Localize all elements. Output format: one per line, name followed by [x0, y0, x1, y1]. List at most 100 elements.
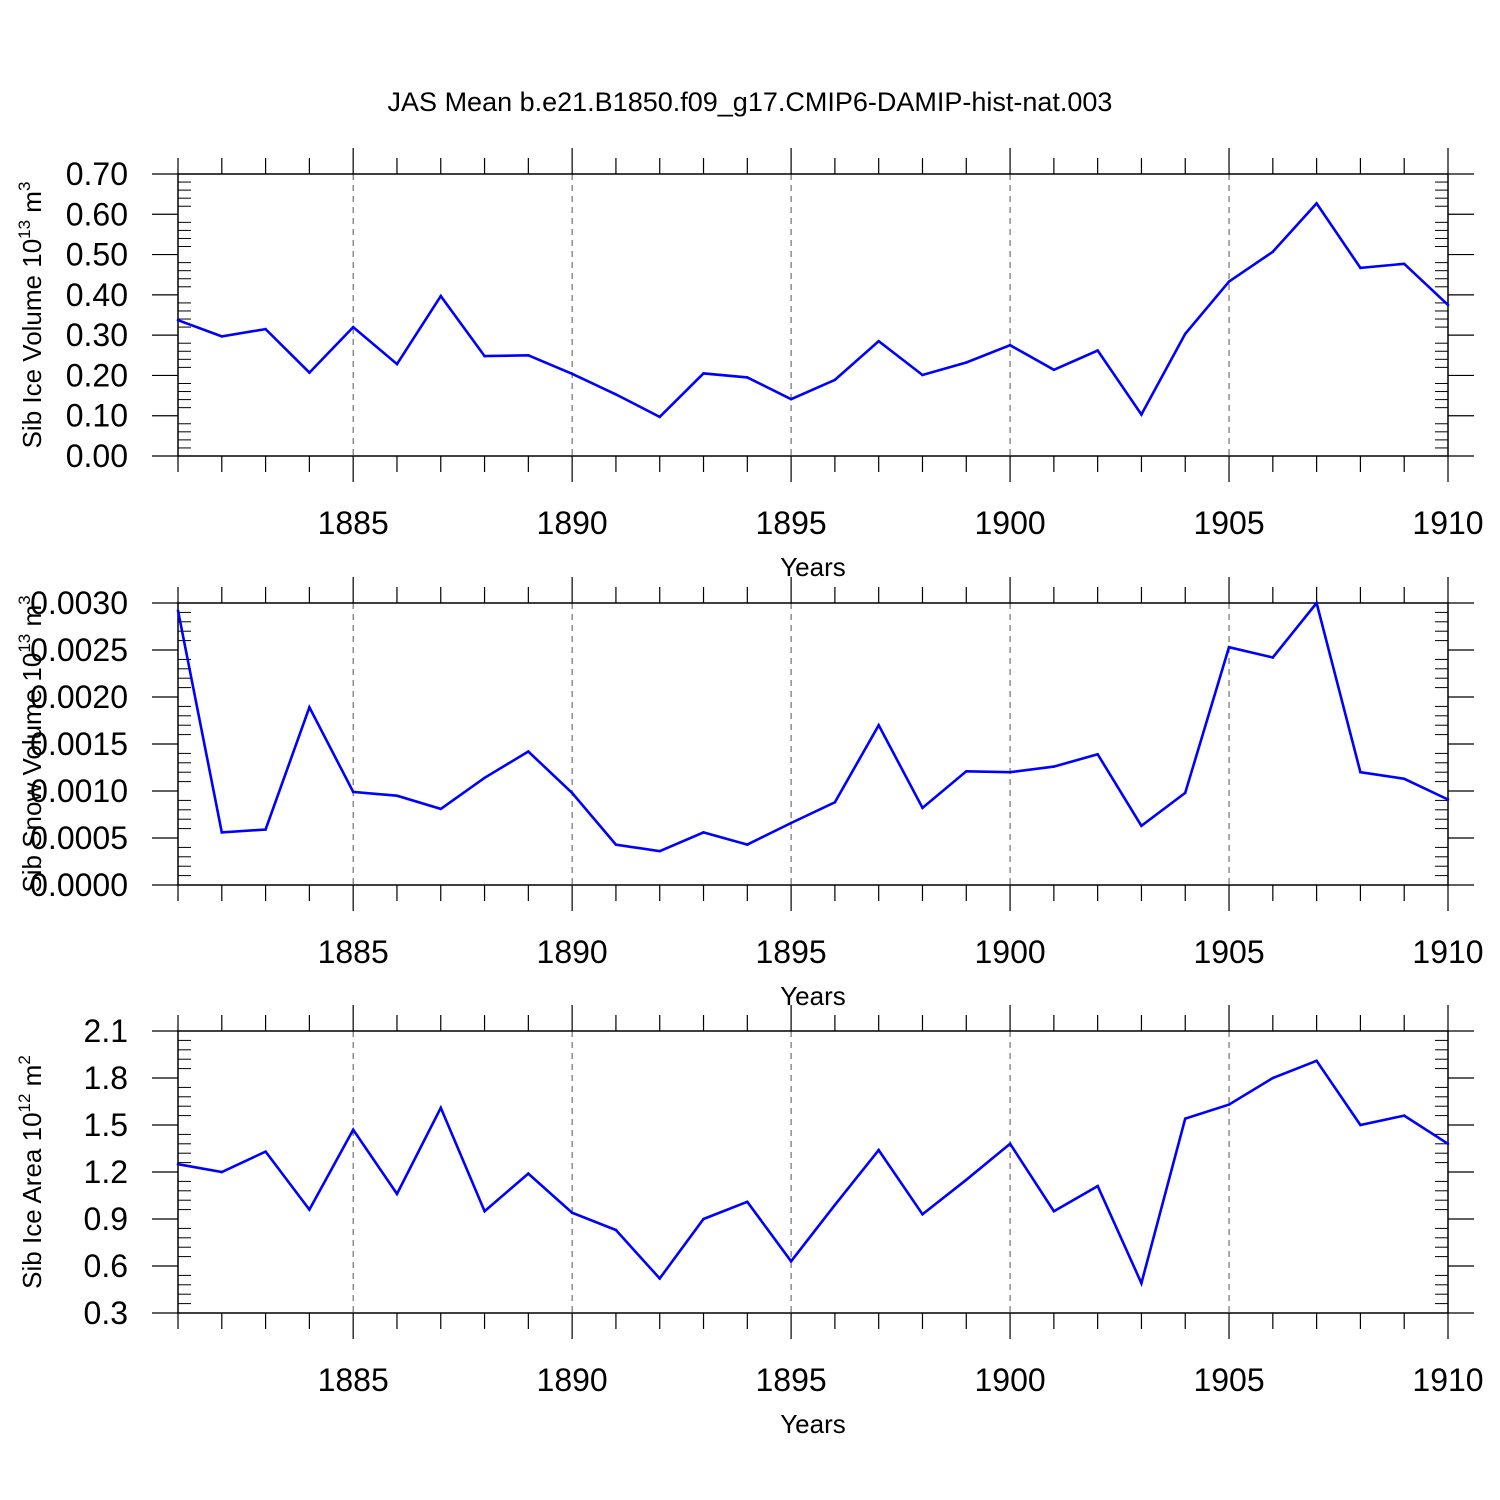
data-point — [789, 821, 793, 825]
data-point — [483, 1209, 486, 1213]
y-axis-label-part: Sib Ice Area 10 — [17, 1112, 47, 1288]
data-point — [1140, 824, 1143, 828]
data-point — [351, 790, 355, 794]
y-tick-label: 0.40 — [66, 277, 128, 313]
data-point — [176, 1162, 180, 1166]
x-tick-label: 1895 — [756, 934, 827, 970]
x-tick-label: 1885 — [318, 505, 389, 541]
y-tick-label: 0.10 — [66, 398, 128, 434]
data-point — [1183, 791, 1187, 795]
data-point — [1227, 645, 1231, 649]
data-point — [702, 831, 705, 834]
data-point — [746, 1200, 749, 1204]
series-line — [176, 600, 1449, 853]
data-point — [1315, 601, 1318, 605]
data-point — [395, 1192, 399, 1196]
y-axis-label-part: m — [17, 191, 47, 220]
x-tick-label: 1895 — [756, 1362, 827, 1398]
data-point — [702, 372, 705, 375]
data-point — [570, 791, 574, 795]
plot-frame — [177, 173, 1449, 457]
data-point — [964, 769, 968, 773]
data-point — [658, 849, 662, 853]
data-point — [264, 327, 267, 331]
data-point — [1008, 770, 1012, 774]
y-tick-label: 0.0000 — [30, 867, 128, 903]
data-point — [570, 372, 574, 376]
data-point — [439, 1106, 443, 1110]
y-tick-label: 2.1 — [84, 1013, 128, 1049]
y-axis-label-superscript: 2 — [15, 1055, 34, 1064]
data-point — [746, 843, 749, 846]
data-point — [1140, 413, 1143, 416]
data-point — [658, 1277, 662, 1280]
panels: 0.00 0.10 0.20 0.30 0.40 0.50 0.60 0.70 1885 1890… — [15, 148, 1484, 1439]
data-point — [395, 362, 399, 366]
data-point — [176, 609, 180, 612]
data-point — [1271, 1076, 1275, 1080]
y-axis-label-part: Sib Snow Volume 10 — [17, 653, 47, 893]
data-point — [789, 1260, 793, 1263]
x-tick-label: 1890 — [537, 934, 608, 970]
x-tick-label: 1900 — [974, 1362, 1045, 1398]
y-tick-label: 0.0030 — [30, 585, 128, 621]
data-point — [1227, 280, 1231, 283]
data-point — [921, 806, 924, 810]
data-point — [220, 1170, 224, 1174]
data-point — [395, 794, 399, 797]
data-point — [220, 831, 224, 834]
data-point — [1402, 262, 1406, 266]
data-point — [614, 1228, 618, 1232]
y-tick-label: 0.9 — [84, 1201, 128, 1237]
y-tick-label: 0.0005 — [30, 820, 128, 856]
panel-ice-area: 0.3 0.6 0.9 1.2 1.5 1.8 2.1 1885 1890 1895 1900 190… — [15, 1005, 1484, 1439]
figure-title: JAS Mean b.e21.B1850.f09_g17.CMIP6-DAMIP… — [388, 87, 1113, 117]
data-point — [483, 776, 486, 780]
data-point — [439, 807, 443, 811]
x-tick-label: 1885 — [318, 1362, 389, 1398]
data-point — [1052, 368, 1056, 372]
y-tick-label: 0.00 — [66, 438, 128, 474]
y-tick-label: 1.2 — [84, 1154, 128, 1190]
y-tick-label: 0.6 — [84, 1248, 128, 1284]
data-point — [1402, 777, 1406, 781]
data-point — [614, 843, 618, 846]
y-axis-label-part: m — [17, 605, 47, 634]
data-point — [1315, 1059, 1318, 1063]
data-point — [1096, 349, 1099, 352]
data-point — [527, 353, 530, 357]
data-point — [658, 415, 662, 419]
data-point — [1008, 1142, 1012, 1146]
data-point — [264, 828, 267, 831]
data-point — [570, 1211, 574, 1215]
data-point — [351, 325, 355, 329]
y-tick-label: 0.30 — [66, 317, 128, 353]
data-point — [746, 376, 749, 379]
data-point — [1446, 303, 1450, 307]
data-point — [1096, 1184, 1099, 1188]
x-tick-label: 1905 — [1193, 505, 1264, 541]
data-point — [833, 800, 837, 804]
x-tick-label: 1910 — [1412, 934, 1483, 970]
x-axis-label: Years — [780, 981, 846, 1011]
data-point — [308, 371, 311, 374]
data-point — [877, 723, 880, 727]
data-point — [527, 1172, 530, 1175]
data-point — [1096, 753, 1099, 756]
data-point — [1359, 1123, 1362, 1127]
y-tick-label: 0.0020 — [30, 679, 128, 715]
y-tick-label: 0.0025 — [30, 632, 128, 668]
data-point — [877, 339, 880, 343]
y-tick-label: 0.50 — [66, 237, 128, 273]
data-point — [1183, 1117, 1187, 1121]
data-point — [702, 1217, 705, 1221]
data-point — [833, 1203, 837, 1207]
y-axis-label: Sib Ice Volume 1013 m3 — [15, 182, 47, 449]
data-point — [308, 706, 311, 709]
y-axis-label-superscript: 12 — [15, 1094, 34, 1113]
data-point — [614, 393, 618, 396]
data-point — [1052, 1209, 1056, 1213]
y-tick-label: 0.3 — [84, 1295, 128, 1331]
x-tick-label: 1900 — [974, 505, 1045, 541]
